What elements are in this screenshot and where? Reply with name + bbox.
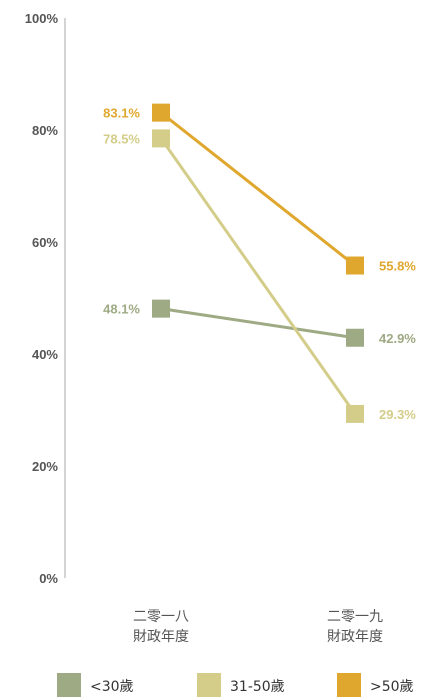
data-point-marker bbox=[152, 103, 170, 122]
legend-swatch bbox=[57, 673, 81, 697]
data-point-marker bbox=[346, 256, 364, 275]
data-label: 83.1% bbox=[103, 106, 140, 121]
series-2: 83.1% 55.8% bbox=[103, 103, 416, 275]
series-1: 78.5% 29.3% bbox=[103, 129, 416, 423]
data-point-marker bbox=[152, 129, 170, 148]
y-tick-label: 60% bbox=[32, 235, 58, 250]
data-point-marker bbox=[346, 404, 364, 423]
series-line bbox=[160, 307, 356, 340]
legend-item: <30歲 bbox=[57, 673, 134, 697]
series-line bbox=[159, 137, 357, 415]
legend-swatch bbox=[197, 673, 221, 697]
legend-label: <30歲 bbox=[90, 679, 134, 695]
y-tick-label: 100% bbox=[25, 11, 59, 26]
data-label: 42.9% bbox=[379, 331, 416, 346]
data-label: 29.3% bbox=[379, 407, 416, 422]
y-tick-label: 40% bbox=[32, 347, 58, 362]
series-line bbox=[160, 111, 356, 267]
data-label: 55.8% bbox=[379, 259, 416, 274]
series-0: 48.1% 42.9% bbox=[103, 299, 416, 347]
data-point-marker bbox=[346, 328, 364, 347]
legend-item: >50歲 bbox=[337, 673, 414, 697]
data-label: 48.1% bbox=[103, 302, 140, 317]
legend-label: >50歲 bbox=[370, 679, 414, 695]
legend-label: 31-50歲 bbox=[230, 679, 285, 695]
data-label: 78.5% bbox=[103, 131, 140, 146]
y-tick-label: 20% bbox=[32, 459, 58, 474]
x-category-label: 二零一九 bbox=[327, 609, 383, 625]
x-category-label: 財政年度 bbox=[327, 629, 383, 645]
legend: <30歲 31-50歲 >50歲 bbox=[57, 673, 414, 697]
y-tick-label: 0% bbox=[39, 571, 58, 586]
series-layer: 48.1% 42.9% 78.5% 29.3% 83.1% 55.8% bbox=[103, 103, 416, 423]
legend-item: 31-50歲 bbox=[197, 673, 285, 697]
x-category-label: 二零一八 bbox=[133, 609, 189, 625]
x-category-label: 財政年度 bbox=[133, 629, 189, 645]
data-point-marker bbox=[152, 299, 170, 318]
legend-swatch bbox=[337, 673, 361, 697]
y-tick-label: 80% bbox=[32, 123, 58, 138]
